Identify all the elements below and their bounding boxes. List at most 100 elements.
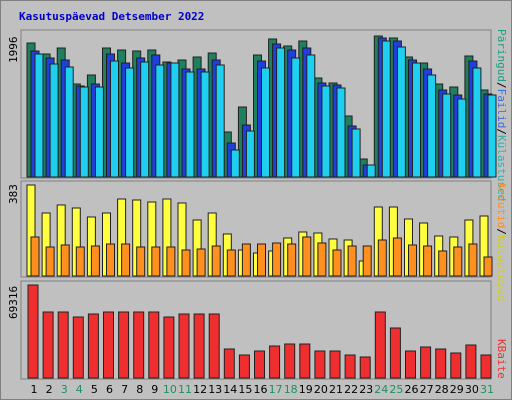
- x-tick-label-8: 8: [136, 383, 143, 396]
- top-panel-legend: Päringud/Failid/Külastused: [495, 29, 508, 201]
- x-tick-label-2: 2: [46, 383, 53, 396]
- top-panel-ymax-label: 1996: [7, 37, 20, 64]
- top-bar-p-ringud-day-18: [291, 57, 301, 178]
- top-bar-p-ringud-day-7: [125, 67, 135, 178]
- bottom-bar-kbaite-day-2: [42, 311, 54, 379]
- top-bar-p-ringud-day-11: [185, 71, 195, 178]
- x-tick-label-14: 14: [223, 383, 237, 396]
- mid-bar-arvutid-day-6: [106, 243, 115, 277]
- bottom-bar-kbaite-day-11: [178, 313, 190, 379]
- top-bar-p-ringud-day-14: [230, 149, 240, 178]
- mid-panel-ymax-label: 383: [7, 184, 20, 204]
- mid-bar-arvutid-day-11: [181, 249, 191, 277]
- x-tick-label-24: 24: [374, 383, 388, 396]
- mid-bar-arvutid-day-21: [332, 249, 342, 277]
- top-legend-item-3: /: [495, 128, 508, 135]
- top-bar-p-ringud-day-2: [49, 63, 59, 178]
- x-tick-label-23: 23: [359, 383, 373, 396]
- top-panel: 1996 Päringud/Failid/Külastused: [7, 29, 508, 201]
- x-tick-label-5: 5: [91, 383, 98, 396]
- mid-bar-arvutid-day-7: [121, 243, 131, 277]
- mid-bar-arvutid-day-13: [211, 245, 221, 277]
- mid-bar-arvutid-day-18: [287, 243, 297, 277]
- bottom-bar-kbaite-day-24: [374, 311, 386, 379]
- bottom-bar-kbaite-day-30: [465, 344, 477, 379]
- x-tick-label-17: 17: [269, 383, 283, 396]
- mid-legend-item-1: /: [495, 228, 508, 235]
- top-bar-p-ringud-day-10: [170, 62, 180, 178]
- mid-bar-arvutid-day-15: [241, 243, 251, 277]
- mid-bar-arvutid-day-30: [468, 243, 478, 277]
- top-legend-item-0: Päringud: [495, 29, 508, 82]
- bottom-bar-kbaite-day-25: [389, 327, 401, 379]
- chart-title: Kasutuspäevad Detsember 2022: [19, 10, 205, 23]
- top-bar-p-ringud-day-1: [34, 53, 44, 178]
- mid-bar-arvutid-day-16: [257, 243, 266, 277]
- bottom-panel-legend: KBaite: [495, 339, 508, 379]
- bottom-bar-kbaite-day-10: [163, 316, 175, 379]
- x-tick-label-22: 22: [344, 383, 358, 396]
- mid-bar-arvutid-day-27: [423, 245, 433, 277]
- x-tick-label-29: 29: [450, 383, 464, 396]
- bottom-bar-kbaite-day-29: [450, 352, 462, 379]
- x-tick-label-1: 1: [31, 383, 38, 396]
- top-bar-p-ringud-day-5: [94, 86, 104, 178]
- x-tick-label-18: 18: [284, 383, 298, 396]
- top-bar-p-ringud-day-24: [381, 40, 391, 178]
- mid-bar-arvutid-day-22: [347, 245, 357, 277]
- top-bar-p-ringud-day-29: [457, 98, 467, 178]
- top-bar-p-ringud-day-27: [427, 74, 437, 178]
- x-tick-label-19: 19: [299, 383, 313, 396]
- top-panel-bars: [26, 35, 497, 178]
- x-tick-label-10: 10: [163, 383, 177, 396]
- x-tick-label-13: 13: [208, 383, 222, 396]
- x-tick-label-25: 25: [389, 383, 403, 396]
- top-bar-p-ringud-day-8: [140, 61, 150, 178]
- x-tick-label-20: 20: [314, 383, 328, 396]
- bottom-bar-kbaite-day-28: [435, 348, 447, 379]
- bottom-bar-kbaite-day-17: [269, 345, 281, 379]
- mid-bar-arvutid-day-14: [226, 249, 236, 277]
- top-bar-p-ringud-day-17: [276, 47, 286, 178]
- bottom-bar-kbaite-day-6: [103, 311, 114, 379]
- bottom-bar-kbaite-day-27: [420, 346, 432, 379]
- x-tick-label-7: 7: [121, 383, 128, 396]
- x-tick-label-15: 15: [238, 383, 252, 396]
- bottom-bar-kbaite-day-19: [299, 343, 311, 379]
- top-bar-p-ringud-day-26: [412, 62, 421, 178]
- top-bar-p-ringud-day-25: [396, 46, 406, 178]
- bottom-panel-bars: [27, 284, 492, 379]
- x-tick-label-4: 4: [76, 383, 83, 396]
- x-tick-label-6: 6: [106, 383, 113, 396]
- x-axis-labels: 1 2 3 4 5 6 7 8 9 10 11 12 13 14 15 16 17 18 19 20 21 22 23 24 2…: [31, 383, 495, 396]
- top-bar-p-ringud-day-12: [200, 71, 210, 178]
- mid-bar-arvutid-day-28: [438, 250, 448, 277]
- x-tick-label-3: 3: [61, 383, 68, 396]
- mid-bar-arvutid-day-20: [317, 242, 327, 277]
- bottom-bar-kbaite-day-21: [329, 350, 341, 379]
- top-bar-p-ringud-day-6: [110, 60, 119, 178]
- bottom-bar-kbaite-day-14: [223, 348, 235, 379]
- top-bar-p-ringud-day-16: [261, 67, 270, 178]
- mid-bar-arvutid-day-9: [151, 246, 161, 277]
- mid-bar-arvutid-day-17: [272, 242, 282, 277]
- x-tick-label-11: 11: [178, 383, 192, 396]
- mid-bar-arvutid-day-26: [408, 244, 417, 277]
- x-tick-label-21: 21: [329, 383, 343, 396]
- x-tick-label-16: 16: [254, 383, 268, 396]
- mid-bar-arvutid-day-12: [196, 248, 206, 277]
- top-bar-p-ringud-day-13: [215, 64, 225, 178]
- bottom-bar-kbaite-day-20: [314, 350, 326, 379]
- mid-bar-arvutid-day-8: [136, 246, 146, 277]
- mid-panel: 383 Arvutid/Külastused: [7, 180, 508, 301]
- x-tick-label-12: 12: [193, 383, 207, 396]
- bottom-bar-kbaite-day-23: [359, 356, 371, 379]
- bottom-bar-kbaite-day-5: [87, 313, 99, 379]
- mid-legend-item-0: Arvutid: [495, 182, 508, 228]
- x-tick-label-31: 31: [480, 383, 494, 396]
- mid-bar-arvutid-day-23: [362, 245, 372, 277]
- bottom-bar-kbaite-day-1: [27, 284, 39, 379]
- mid-bar-arvutid-day-24: [377, 239, 387, 277]
- mid-bar-arvutid-day-19: [302, 236, 312, 277]
